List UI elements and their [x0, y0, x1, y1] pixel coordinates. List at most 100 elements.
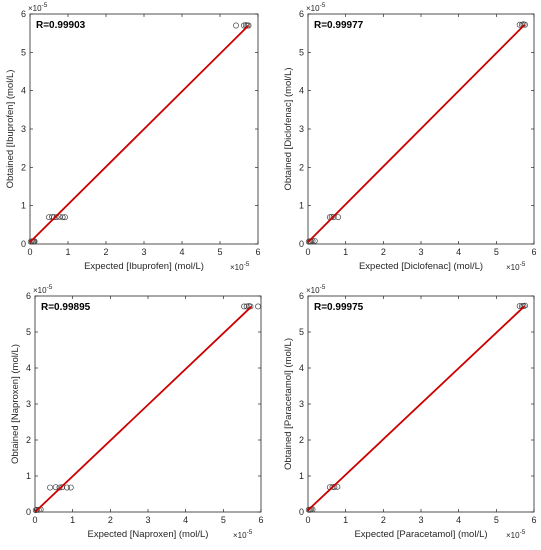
- y-tick-label: 1: [21, 201, 26, 211]
- correlation-annotation: R=0.99895: [41, 302, 91, 313]
- x-tick-label: 2: [381, 515, 386, 525]
- x-exponent-label: ×10-5: [233, 529, 253, 540]
- x-tick-label: 6: [258, 515, 263, 525]
- y-tick-label: 3: [299, 399, 304, 409]
- x-tick-label: 1: [343, 515, 348, 525]
- x-axis-label: Expected [Paracetamol] (mol/L): [354, 529, 487, 540]
- data-point: [64, 484, 70, 491]
- x-tick-label: 4: [183, 515, 188, 525]
- data-point: [243, 303, 250, 310]
- fit-line: [29, 24, 250, 243]
- data-point: [67, 484, 74, 491]
- fit-line: [34, 305, 253, 513]
- y-exponent-label: ×10-5: [28, 2, 48, 13]
- y-tick-label: 6: [21, 9, 26, 19]
- x-tick-label: 2: [108, 515, 113, 525]
- y-tick-label: 5: [26, 327, 31, 337]
- x-exponent-power: -5: [244, 261, 250, 268]
- fit-line: [307, 24, 526, 243]
- x-exponent-power: -5: [520, 261, 526, 268]
- x-tick-label: 4: [456, 247, 461, 257]
- x-axis-label: Expected [Naproxen] (mol/L): [88, 529, 209, 540]
- y-tick-label: 3: [21, 124, 26, 134]
- x-exponent-power: -5: [247, 529, 253, 536]
- fit-line: [307, 305, 526, 511]
- y-tick-label: 5: [299, 47, 304, 57]
- x-tick-label: 2: [381, 247, 386, 257]
- data-point: [334, 483, 341, 490]
- y-tick-label: 1: [299, 471, 304, 481]
- y-exponent-label: ×10-5: [33, 284, 53, 295]
- y-tick-label: 2: [299, 162, 304, 172]
- data-point: [522, 21, 528, 28]
- y-tick-label: 0: [299, 239, 304, 249]
- y-axis-label: Obtained [Diclofenac] (mol/L): [283, 67, 294, 190]
- x-tick-label: 4: [456, 515, 461, 525]
- x-tick-label: 0: [305, 247, 310, 257]
- data-point: [33, 506, 40, 513]
- x-tick-label: 5: [494, 247, 499, 257]
- x-tick-label: 1: [70, 515, 75, 525]
- x-exponent-power: -5: [520, 529, 526, 536]
- x-tick-label: 6: [531, 515, 536, 525]
- data-point: [52, 484, 59, 491]
- y-tick-label: 5: [299, 327, 304, 337]
- x-tick-label: 2: [103, 247, 108, 257]
- y-exponent-label: ×10-5: [306, 284, 326, 295]
- x-tick-label: 1: [343, 247, 348, 257]
- y-exponent-label: ×10-5: [306, 2, 326, 13]
- x-tick-label: 5: [221, 515, 226, 525]
- y-tick-label: 0: [21, 239, 26, 249]
- y-tick-label: 1: [299, 201, 304, 211]
- x-axis-label: Expected [Diclofenac] (mol/L): [359, 261, 483, 272]
- y-tick-label: 0: [26, 507, 31, 517]
- correlation-annotation: R=0.99977: [314, 20, 364, 31]
- y-tick-label: 0: [299, 507, 304, 517]
- correlation-annotation: R=0.99903: [36, 20, 86, 31]
- y-tick-label: 6: [299, 9, 304, 19]
- correlation-annotation: R=0.99975: [314, 302, 364, 313]
- y-tick-label: 3: [299, 124, 304, 134]
- x-exponent-label: ×10-5: [506, 261, 526, 272]
- data-point: [233, 22, 239, 29]
- y-exponent-power: -5: [320, 2, 326, 9]
- data-point: [255, 303, 261, 310]
- y-tick-label: 3: [26, 399, 31, 409]
- x-tick-label: 1: [65, 247, 70, 257]
- y-tick-label: 2: [21, 162, 26, 172]
- data-point: [245, 22, 252, 29]
- x-tick-label: 3: [418, 515, 423, 525]
- y-axis-label: Obtained [Paracetamol] (mol/L): [283, 338, 294, 470]
- x-tick-label: 6: [531, 247, 536, 257]
- y-tick-label: 5: [21, 47, 26, 57]
- y-tick-label: 2: [299, 435, 304, 445]
- y-tick-label: 4: [26, 363, 31, 373]
- data-point: [62, 214, 68, 221]
- y-tick-label: 6: [26, 291, 31, 301]
- y-tick-label: 6: [299, 291, 304, 301]
- y-exponent-power: -5: [320, 284, 326, 291]
- x-tick-label: 5: [494, 515, 499, 525]
- data-point: [47, 484, 54, 491]
- y-tick-label: 4: [21, 86, 26, 96]
- y-tick-label: 1: [26, 471, 31, 481]
- x-tick-label: 0: [305, 515, 310, 525]
- x-exponent-label: ×10-5: [506, 529, 526, 540]
- data-point: [335, 214, 342, 221]
- data-point: [522, 302, 528, 309]
- x-tick-label: 0: [32, 515, 37, 525]
- y-axis-label: Obtained [Ibuprofen] (mol/L): [5, 70, 16, 189]
- y-tick-label: 4: [299, 363, 304, 373]
- x-axis-label: Expected [Ibuprofen] (mol/L): [84, 261, 204, 272]
- x-exponent-label: ×10-5: [230, 261, 250, 272]
- data-point: [59, 214, 66, 221]
- data-point: [50, 214, 57, 221]
- x-tick-label: 4: [179, 247, 184, 257]
- data-point: [247, 303, 254, 310]
